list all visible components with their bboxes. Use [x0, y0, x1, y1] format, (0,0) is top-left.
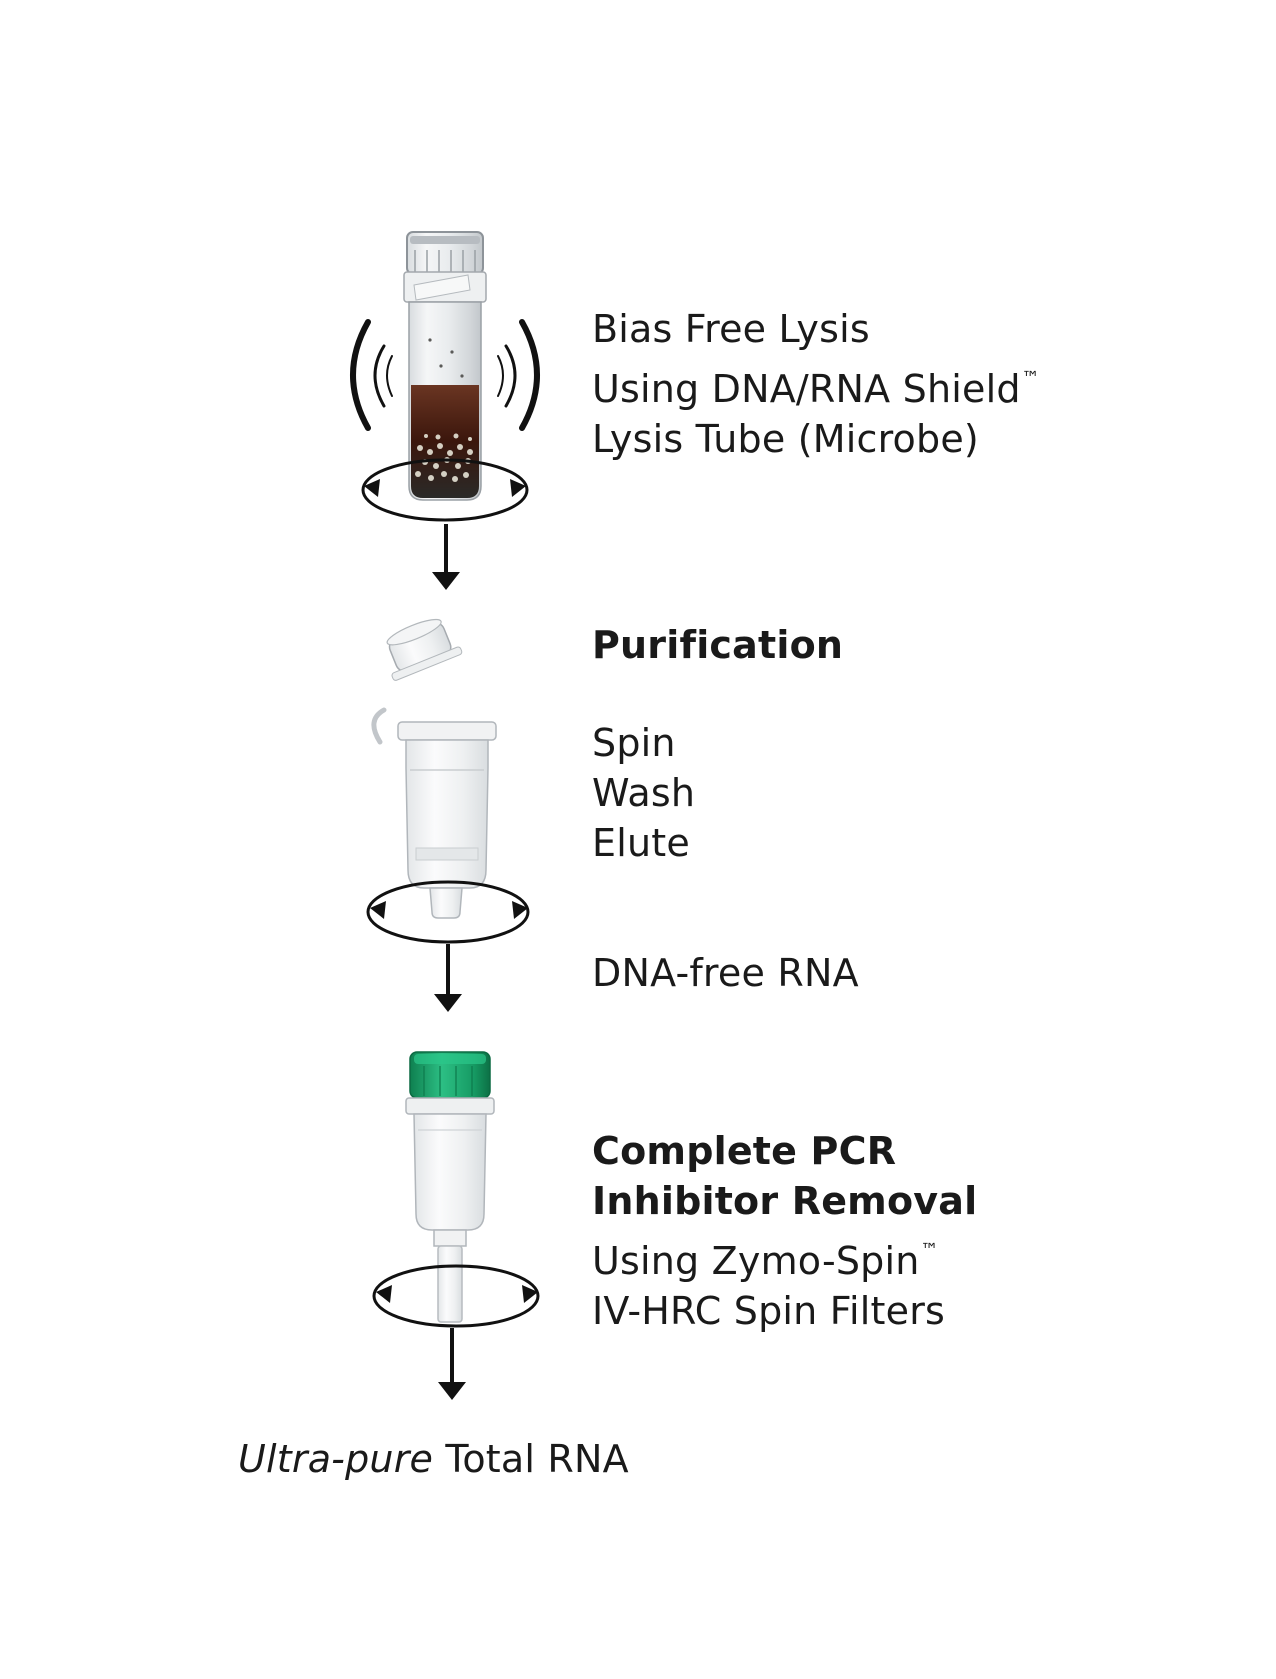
step-inhibitor-line-2: IV-HRC Spin Filters: [592, 1289, 946, 1333]
step-inhibitor-line-1: Using Zymo-Spin™: [592, 1226, 945, 1286]
step-inhibitor-title-line-1: Complete PCR: [592, 1129, 897, 1173]
step-lysis-line-1: Bias Free Lysis: [592, 307, 870, 351]
down-arrow-icon: [432, 524, 460, 590]
step-lysis-line-2-text: Using DNA/RNA Shield: [592, 367, 1021, 411]
lysis-tube: [403, 231, 487, 501]
step-lysis-line-3: Lysis Tube (Microbe): [592, 417, 979, 461]
step-purification-text: Spin Wash Elute: [592, 718, 695, 868]
step-inhibitor-line-1-text: Using Zymo-Spin: [592, 1239, 920, 1283]
step-inhibitor-title: Complete PCR Inhibitor Removal: [592, 1126, 977, 1226]
vibration-icon: [350, 319, 540, 431]
spin-filter: [405, 1051, 495, 1323]
step-inhibitor-title-line-2: Inhibitor Removal: [592, 1179, 978, 1223]
trademark-symbol: ™: [1021, 368, 1040, 389]
rotation-arrow-icon: [366, 880, 530, 944]
result-italic: Ultra-pure: [238, 1437, 434, 1481]
step-purification-line-3: Elute: [592, 821, 690, 865]
step-purification-line-2: Wash: [592, 771, 696, 815]
result-text: Total RNA: [445, 1437, 629, 1481]
step-lysis-line-2: Using DNA/RNA Shield™: [592, 354, 1040, 414]
rotation-arrow-icon: [361, 458, 529, 522]
spin-column: [371, 618, 497, 919]
step-purification-line-1: Spin: [592, 721, 676, 765]
rotation-arrow-icon: [372, 1264, 540, 1328]
trademark-symbol: ™: [920, 1240, 939, 1261]
down-arrow-icon: [434, 944, 462, 1012]
result-label: Ultra-pure Total RNA: [238, 1434, 629, 1484]
step-lysis-text: Bias Free Lysis Using DNA/RNA Shield™ Ly…: [592, 304, 1040, 464]
step-purification-note: DNA-free RNA: [592, 951, 859, 995]
down-arrow-icon: [438, 1328, 466, 1400]
step-purification-title: Purification: [592, 623, 844, 667]
step-inhibitor-text: Using Zymo-Spin™ IV-HRC Spin Filters: [592, 1226, 945, 1336]
